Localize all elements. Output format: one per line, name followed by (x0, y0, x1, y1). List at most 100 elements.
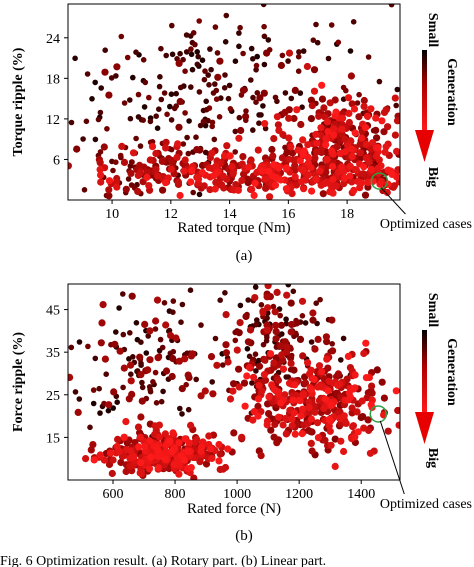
scatter-point (250, 373, 258, 381)
scatter-point (177, 50, 183, 57)
scatter-point (288, 422, 296, 430)
scatter-point (315, 362, 324, 370)
scatter-point (129, 149, 138, 157)
scatter-point (152, 149, 160, 158)
scatter-point (293, 106, 301, 114)
scatter-point (323, 118, 332, 126)
scatter-point (154, 125, 161, 131)
scatter-point (255, 357, 262, 364)
scatter-point (255, 381, 263, 390)
scatter-point (113, 329, 119, 335)
scatter-point (243, 108, 249, 114)
scatter-point (307, 366, 315, 374)
scatter-point (281, 391, 289, 399)
scatter-point (347, 145, 356, 153)
scatter-point (283, 374, 290, 380)
scatter-point (307, 115, 315, 123)
scatter-point (288, 320, 296, 329)
scatter-point (214, 50, 221, 56)
scatter-point (274, 121, 282, 129)
scatter-point (353, 408, 361, 416)
scatter-point (188, 166, 196, 174)
scatter-point (380, 128, 388, 136)
scatter-point (263, 326, 271, 334)
scatter-point (254, 53, 260, 60)
scatter-point (215, 440, 223, 449)
scatter-point (271, 308, 279, 316)
scatter-point (322, 395, 330, 403)
scatter-point (179, 411, 185, 417)
plot-frame-b (67, 283, 401, 481)
scatter-point (358, 397, 366, 405)
scatter-point (90, 387, 97, 393)
scatter-point (140, 117, 146, 123)
scatter-point (270, 359, 278, 367)
chart-a: 10 12 14 16 18 6 12 18 24 Rated torque (Nm) Torq… (11, 3, 472, 264)
scatter-point (328, 147, 336, 155)
scatter-point (277, 312, 284, 319)
scatter-point (261, 23, 267, 30)
scatter-point (97, 339, 105, 347)
scatter-point (187, 178, 195, 186)
scatter-point (213, 361, 221, 369)
scatter-point (261, 376, 270, 384)
scatter-point (261, 356, 269, 364)
scatter-point (251, 294, 259, 302)
scatter-point (158, 96, 165, 103)
scatter-point (283, 291, 291, 299)
scatter-point (235, 383, 243, 391)
scatter-point (367, 105, 375, 113)
scatter-point (209, 379, 215, 385)
scatter-point (362, 339, 370, 347)
generation-arrow-a (415, 50, 434, 162)
scatter-point (152, 317, 160, 325)
scatter-point (133, 49, 139, 55)
scatter-point (101, 68, 109, 76)
scatter-point (100, 456, 108, 464)
scatter-point (95, 116, 102, 123)
scatter-point (308, 102, 316, 110)
scatter-point (98, 319, 106, 327)
scatter-point (373, 134, 381, 142)
scatter-point (259, 167, 267, 175)
scatter-point (254, 395, 263, 403)
scatter-point (295, 396, 303, 404)
scatter-point (368, 382, 376, 390)
scatter-point (335, 39, 342, 46)
scatter-point (277, 399, 285, 407)
scatter-point (249, 416, 257, 424)
scatter-point (299, 352, 307, 360)
scatter-point (211, 185, 219, 193)
scatter-point (163, 52, 169, 59)
scatter-point (253, 321, 259, 328)
optimized-pointer-a (381, 187, 406, 215)
scatter-point (295, 68, 302, 74)
scatter-point (299, 313, 306, 319)
optimized-cases-label-b: Optimized cases (380, 497, 472, 512)
scatter-point (239, 153, 247, 161)
scatter-point (81, 187, 88, 193)
scatter-point (152, 369, 159, 376)
scatter-point (312, 175, 320, 183)
scatter-point (393, 102, 400, 109)
scatter-point (329, 162, 337, 171)
scatter-point (83, 118, 90, 125)
scatter-point (263, 293, 271, 301)
scatter-point (187, 287, 194, 294)
scatter-point (283, 148, 291, 156)
scatter-point (313, 139, 321, 147)
scatter-point (236, 114, 243, 121)
scatter-point (348, 404, 356, 412)
scatter-point (113, 442, 121, 451)
scatter-point (158, 398, 165, 405)
y-tick-label: 6 (53, 153, 60, 168)
scatter-point (120, 158, 129, 166)
scatter-point (264, 304, 272, 312)
scatter-points-a (68, 4, 400, 200)
scatter-point (90, 400, 97, 407)
scatter-point (113, 183, 121, 191)
scatter-point (127, 447, 135, 455)
scatter-point (122, 185, 130, 193)
scatter-point (198, 322, 204, 328)
scatter-point (227, 106, 234, 112)
